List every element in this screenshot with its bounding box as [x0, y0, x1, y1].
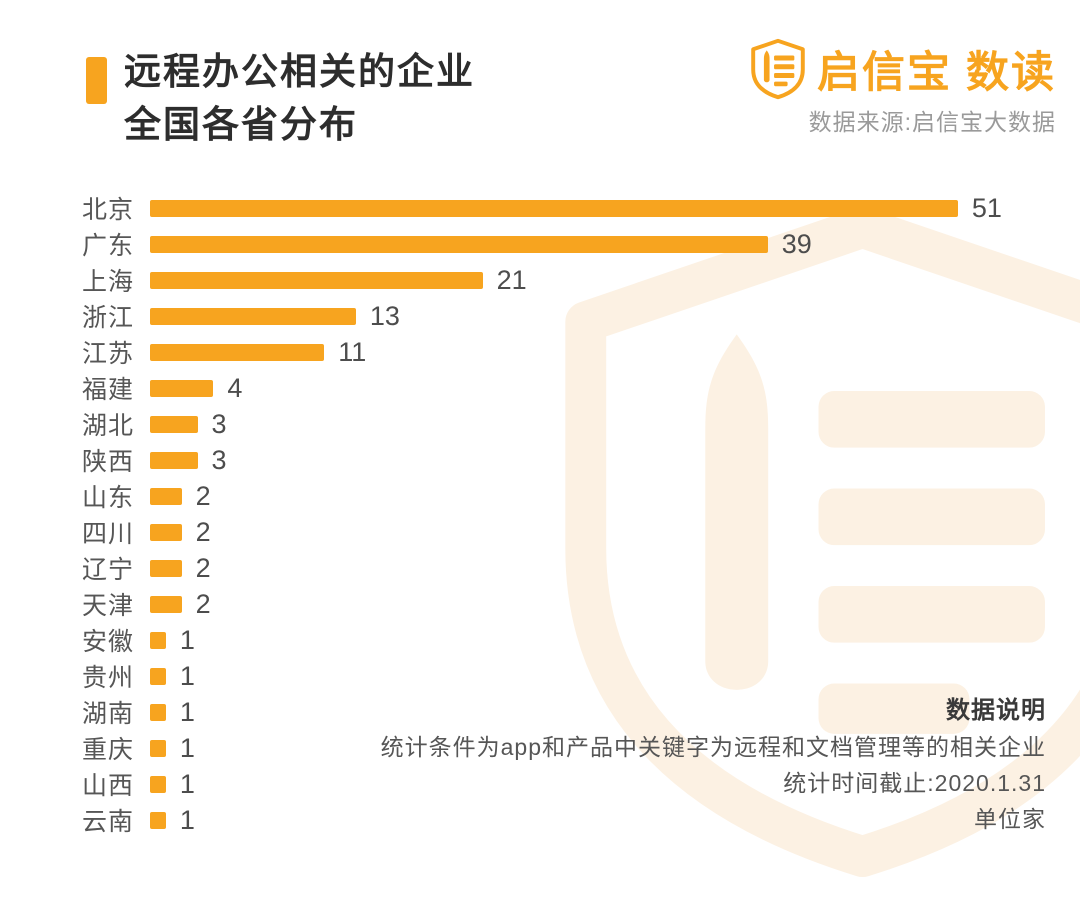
page-title: 远程办公相关的企业 全国各省分布 — [124, 45, 475, 151]
title-accent-bar — [86, 57, 107, 104]
row-value: 2 — [195, 480, 211, 511]
row-label: 贵州 — [82, 664, 135, 692]
chart-row: 上海 21 — [0, 262, 1002, 298]
row-bar — [150, 235, 768, 253]
chart-row: 湖南 1 — [0, 694, 1002, 730]
row-label: 上海 — [82, 268, 135, 296]
notes-block: 数据说明 统计条件为app和产品中关键字为远程和文档管理等的相关企业 统计时间截… — [381, 693, 1046, 837]
row-bar — [150, 703, 166, 721]
row-value: 3 — [211, 408, 227, 439]
page-title-line2: 全国各省分布 — [124, 104, 358, 145]
row-bar — [150, 415, 198, 433]
notes-heading: 数据说明 — [946, 697, 1046, 724]
row-bar — [150, 379, 214, 397]
shield-logo-icon — [749, 38, 807, 100]
note-line-conditions: 统计条件为app和产品中关键字为远程和文档管理等的相关企业 — [380, 734, 1046, 760]
row-label: 山东 — [82, 484, 135, 512]
brand-suffix: 数读 — [966, 49, 1056, 97]
chart-row: 云南 1 — [0, 802, 1002, 838]
chart-row: 天津 2 — [0, 586, 1002, 622]
row-bar — [150, 631, 166, 649]
row-bar — [150, 271, 483, 289]
row-label: 安徽 — [82, 628, 135, 656]
row-value: 1 — [179, 624, 195, 655]
row-label: 北京 — [82, 196, 135, 224]
row-label: 四川 — [82, 520, 135, 548]
row-label: 云南 — [82, 808, 135, 836]
row-value: 1 — [179, 804, 195, 835]
row-label: 陕西 — [82, 448, 135, 476]
chart-row: 贵州 1 — [0, 658, 1002, 694]
chart-row: 福建 4 — [0, 370, 1002, 406]
row-bar — [150, 487, 182, 505]
note-line-unit: 单位家 — [974, 806, 1046, 832]
row-value: 2 — [195, 588, 211, 619]
row-bar — [150, 199, 958, 217]
page-title-line1: 远程办公相关的企业 — [124, 51, 475, 92]
chart-row: 浙江 13 — [0, 298, 1002, 334]
row-value: 4 — [227, 372, 243, 403]
row-bar — [150, 523, 182, 541]
chart-row: 广东 39 — [0, 226, 1002, 262]
row-value: 21 — [496, 264, 527, 295]
row-bar — [150, 343, 325, 361]
row-value: 2 — [195, 516, 211, 547]
row-value: 1 — [179, 768, 195, 799]
row-bar — [150, 307, 356, 325]
chart-row: 陕西 3 — [0, 442, 1002, 478]
row-value: 1 — [179, 660, 195, 691]
row-value: 13 — [369, 300, 400, 331]
row-value: 51 — [971, 192, 1002, 223]
chart-row: 北京 51 — [0, 190, 1002, 226]
chart-row: 山西 1 — [0, 766, 1002, 802]
chart-row: 重庆 1 — [0, 730, 1002, 766]
chart-row: 安徽 1 — [0, 622, 1002, 658]
row-label: 福建 — [82, 376, 135, 404]
brand-name: 启信宝 — [817, 49, 952, 97]
chart-row: 江苏 11 — [0, 334, 1002, 370]
row-label: 湖南 — [82, 700, 135, 728]
row-label: 天津 — [82, 592, 135, 620]
brand-logo: 启信宝 数读 — [749, 38, 1056, 100]
row-value: 1 — [179, 696, 195, 727]
row-label: 辽宁 — [82, 556, 135, 584]
row-bar — [150, 667, 166, 685]
row-bar — [150, 775, 166, 793]
row-value: 2 — [195, 552, 211, 583]
row-value: 39 — [781, 228, 812, 259]
row-bar — [150, 595, 182, 613]
row-label: 浙江 — [82, 304, 135, 332]
row-value: 1 — [179, 732, 195, 763]
chart-row: 山东 2 — [0, 478, 1002, 514]
data-source: 数据来源:启信宝大数据 — [808, 109, 1056, 135]
chart-row: 辽宁 2 — [0, 550, 1002, 586]
row-label: 广东 — [82, 232, 135, 260]
row-bar — [150, 739, 166, 757]
row-bar — [150, 811, 166, 829]
row-value: 3 — [211, 444, 227, 475]
note-line-cutoff: 统计时间截止:2020.1.31 — [783, 770, 1046, 796]
row-label: 山西 — [82, 772, 135, 800]
row-label: 江苏 — [82, 340, 135, 368]
chart-row: 湖北 3 — [0, 406, 1002, 442]
row-bar — [150, 451, 198, 469]
row-label: 湖北 — [82, 412, 135, 440]
row-bar — [150, 559, 182, 577]
chart-row: 四川 2 — [0, 514, 1002, 550]
row-value: 11 — [338, 336, 367, 367]
row-label: 重庆 — [82, 736, 135, 764]
